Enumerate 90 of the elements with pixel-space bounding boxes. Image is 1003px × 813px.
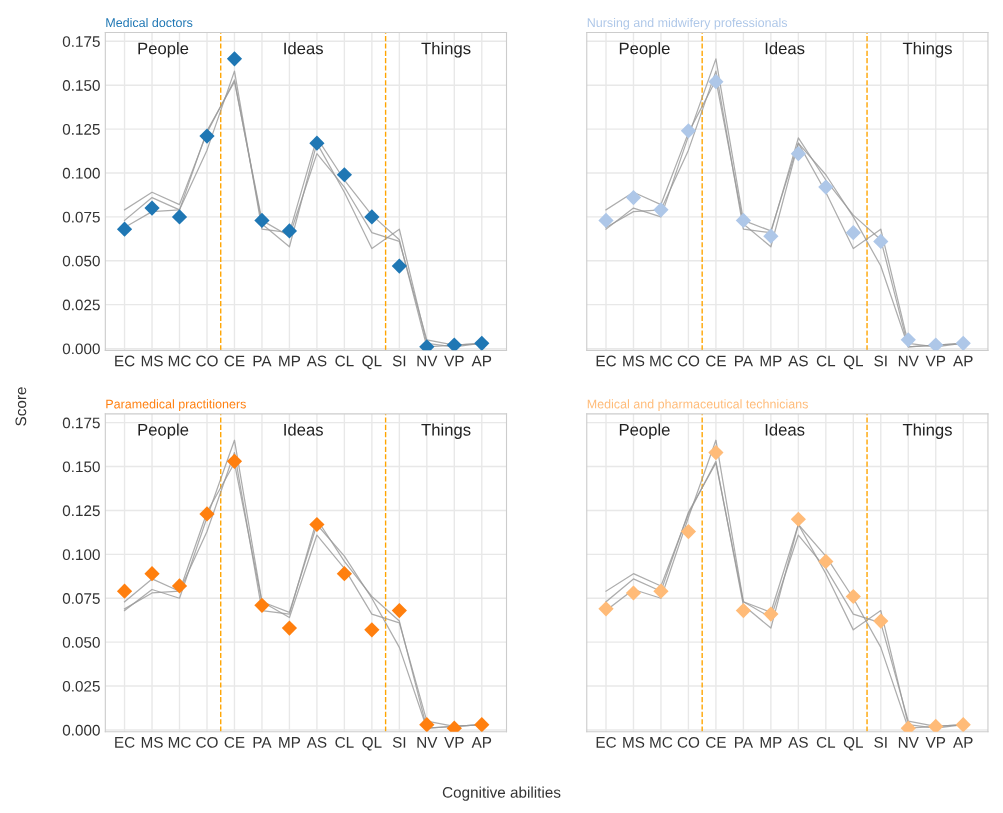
x-axis-title: Cognitive abilities	[442, 786, 561, 801]
x-tick-label: CE	[706, 355, 726, 367]
annotation: People	[138, 423, 189, 439]
chart-title: Medical and pharmaceutical technicians	[587, 399, 808, 411]
x-tick-label: VP	[444, 355, 464, 367]
y-tick-label: 0.000	[62, 724, 100, 736]
y-tick-label: 0.050	[62, 637, 100, 648]
y-tick-label: 0.150	[62, 461, 100, 473]
x-tick-label: MC	[168, 355, 191, 367]
x-tick-label: VP	[444, 737, 464, 748]
x-tick-label: NV	[898, 737, 919, 748]
x-tick-label: CL	[816, 736, 836, 748]
x-tick-label: SI	[392, 355, 406, 367]
annotation: Ideas	[284, 423, 323, 436]
x-tick-label: QL	[843, 736, 863, 751]
x-tick-label: MS	[623, 355, 645, 367]
x-tick-label: CO	[677, 736, 700, 748]
x-tick-label: MS	[623, 736, 645, 748]
x-tick-label: CL	[335, 736, 354, 748]
x-tick-label: EC	[115, 355, 135, 367]
annotation: Ideas	[765, 42, 805, 55]
annotation: Things	[902, 42, 952, 58]
x-tick-label: CO	[196, 355, 218, 367]
y-axis-title: Score	[15, 387, 27, 426]
y-tick-label: 0.025	[62, 680, 100, 692]
x-tick-label: PA	[735, 355, 753, 367]
y-tick-label: 0.150	[62, 80, 100, 91]
x-tick-label: MP	[760, 737, 782, 748]
x-tick-label: VP	[925, 355, 946, 367]
annotation: Things	[421, 423, 471, 439]
x-tick-label: AP	[471, 355, 492, 367]
x-tick-label: MP	[279, 737, 301, 748]
x-tick-label: SI	[392, 736, 406, 748]
x-tick-label: SI	[874, 736, 887, 748]
y-tick-label: 0.125	[62, 505, 100, 517]
x-tick-label: QL	[362, 355, 382, 370]
x-tick-label: MS	[141, 736, 163, 748]
x-tick-label: QL	[843, 355, 863, 370]
y-tick-label: 0.175	[62, 36, 100, 47]
x-tick-label: AS	[306, 355, 327, 367]
x-tick-label: AP	[953, 737, 973, 748]
chart-title: Paramedical practitioners	[106, 399, 246, 411]
y-tick-label: 0.125	[62, 123, 100, 135]
x-tick-label: MC	[650, 736, 673, 748]
x-tick-label: PA	[253, 355, 272, 367]
x-tick-label: CE	[224, 355, 245, 367]
x-tick-label: CE	[706, 736, 726, 748]
x-tick-label: MP	[760, 355, 782, 367]
y-tick-label: 0.175	[62, 417, 100, 429]
y-tick-label: 0.075	[62, 211, 100, 223]
annotation: Things	[421, 42, 471, 58]
x-tick-label: MC	[650, 355, 673, 367]
x-tick-label: NV	[417, 737, 438, 748]
annotation: People	[138, 42, 189, 58]
y-tick-label: 0.100	[62, 549, 100, 561]
x-tick-label: MP	[279, 355, 301, 367]
chart-title: Nursing and midwifery professionals	[587, 17, 788, 30]
x-tick-label: VP	[925, 737, 946, 748]
x-tick-label: EC	[596, 355, 617, 367]
annotation: People	[619, 42, 670, 58]
x-tick-label: MS	[141, 355, 163, 367]
annotation: Ideas	[284, 42, 323, 55]
y-tick-label: 0.000	[62, 343, 100, 355]
x-tick-label: MC	[168, 736, 191, 748]
y-tick-label: 0.100	[62, 167, 100, 179]
x-tick-label: NV	[898, 355, 919, 367]
x-tick-label: AS	[306, 736, 327, 748]
y-tick-label: 0.075	[62, 593, 100, 604]
chart-title: Medical doctors	[106, 17, 193, 28]
x-tick-label: CL	[816, 355, 836, 367]
y-tick-label: 0.025	[62, 299, 100, 311]
x-tick-label: EC	[115, 736, 135, 748]
x-tick-label: AP	[953, 355, 973, 367]
y-tick-label: 0.050	[62, 255, 100, 267]
x-tick-label: NV	[417, 355, 438, 367]
x-tick-label: AS	[788, 355, 808, 367]
x-tick-label: PA	[253, 737, 272, 748]
annotation: People	[619, 423, 670, 439]
annotation: Ideas	[765, 423, 805, 436]
x-tick-label: CL	[335, 355, 354, 367]
x-tick-label: CO	[677, 355, 700, 367]
x-tick-label: EC	[596, 736, 617, 748]
annotation: Things	[902, 423, 952, 439]
x-tick-label: QL	[362, 736, 382, 751]
x-tick-label: AS	[788, 736, 808, 748]
x-tick-label: AP	[471, 737, 492, 748]
x-tick-label: CE	[224, 736, 245, 748]
x-tick-label: CO	[196, 736, 218, 748]
x-tick-label: SI	[874, 355, 887, 367]
x-tick-label: PA	[735, 737, 753, 748]
